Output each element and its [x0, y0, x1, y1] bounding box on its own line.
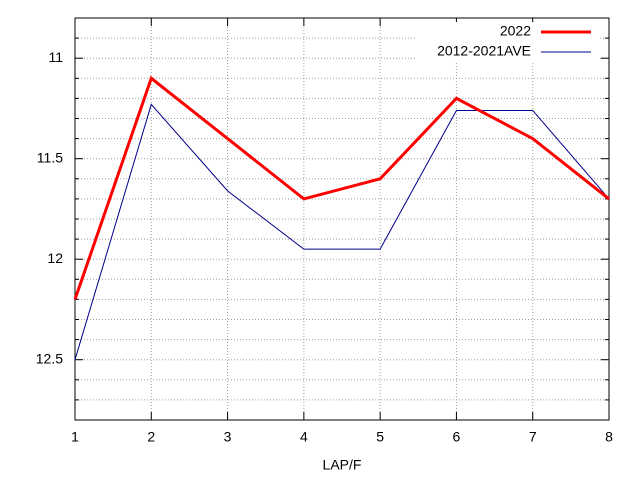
legend-label: 2012-2021AVE — [437, 43, 531, 59]
x-tick-label: 5 — [376, 429, 384, 445]
y-tick-label: 11.5 — [37, 149, 63, 165]
plot-frame — [74, 17, 610, 421]
x-tick-label: 6 — [453, 429, 461, 445]
x-tick-label: 3 — [224, 429, 232, 445]
y-tick-label: 12.5 — [36, 350, 63, 366]
legend-label: 2022 — [500, 23, 531, 39]
legend-box — [415, 22, 600, 62]
x-axis-label: LAP/F — [323, 457, 362, 473]
x-tick-label: 8 — [605, 429, 613, 445]
x-tick-label: 7 — [529, 429, 537, 445]
x-tick-label: 2 — [147, 429, 155, 445]
y-tick-label: 12 — [47, 250, 63, 266]
series-line — [73, 75, 610, 300]
x-tick-label: 1 — [71, 429, 79, 445]
series-line — [74, 103, 610, 360]
x-tick-label: 4 — [300, 429, 308, 445]
y-tick-label: 11 — [48, 49, 63, 65]
